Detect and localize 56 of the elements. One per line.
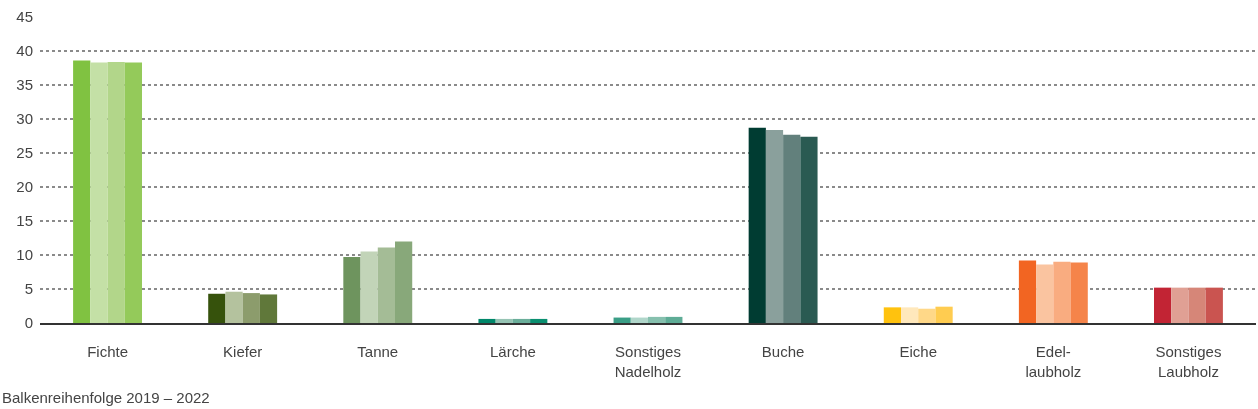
bar [512, 318, 531, 323]
x-tick-label: Kiefer [223, 343, 263, 360]
x-tick-label: Fichte [87, 343, 128, 360]
x-tick-label: Sonstiges Nadelholz [614, 343, 682, 380]
bar [495, 318, 513, 323]
bar [901, 307, 919, 323]
bar [613, 317, 631, 323]
bar [1036, 264, 1054, 323]
x-tick-label: Buche [761, 343, 805, 360]
bar [377, 247, 395, 323]
bar [783, 134, 801, 323]
bar [1153, 287, 1172, 323]
y-tick-label: 35 [16, 76, 33, 94]
x-tick-label: Edel- laubholz [1025, 343, 1082, 380]
y-tick-label: 0 [24, 314, 33, 332]
text: Balkenreihenfolge 2019 – 2022 [2, 389, 210, 406]
bar [90, 62, 108, 323]
bar [800, 136, 818, 323]
y-tick-label: 40 [16, 42, 33, 60]
bar [478, 318, 496, 323]
bar [918, 308, 936, 323]
bar [1171, 287, 1189, 323]
bar [1070, 262, 1088, 323]
bar [259, 294, 278, 323]
y-tick-label: 10 [16, 246, 33, 264]
bar [530, 318, 548, 323]
bar [665, 316, 683, 323]
bar [1018, 260, 1037, 323]
bar [242, 293, 260, 323]
bar [208, 293, 226, 323]
y-tick-label: 45 [16, 8, 33, 26]
bar [1205, 287, 1223, 323]
bar [360, 251, 378, 323]
bar [630, 317, 648, 323]
bar [73, 60, 91, 323]
bar [935, 306, 953, 323]
bar [748, 127, 766, 323]
x-tick-label: Sonstiges Laubholz [1155, 343, 1222, 380]
bar [1053, 261, 1071, 323]
bar [1188, 287, 1206, 323]
x-tick-label: Tanne [357, 343, 399, 360]
y-tick-label: 15 [16, 212, 33, 230]
bar [343, 257, 361, 323]
bar [765, 129, 784, 323]
y-tick-label: 20 [16, 178, 33, 196]
y-tick-label: 25 [16, 144, 33, 162]
bar [648, 316, 666, 323]
y-tick-label: 5 [24, 280, 33, 298]
bar [225, 291, 243, 323]
x-tick-label: Eiche [899, 343, 937, 360]
y-tick-label: 30 [16, 110, 33, 128]
bar [107, 61, 125, 323]
bar [124, 62, 143, 323]
bar [883, 307, 901, 323]
x-tick-label: Lärche [489, 343, 536, 360]
bar [395, 241, 413, 323]
